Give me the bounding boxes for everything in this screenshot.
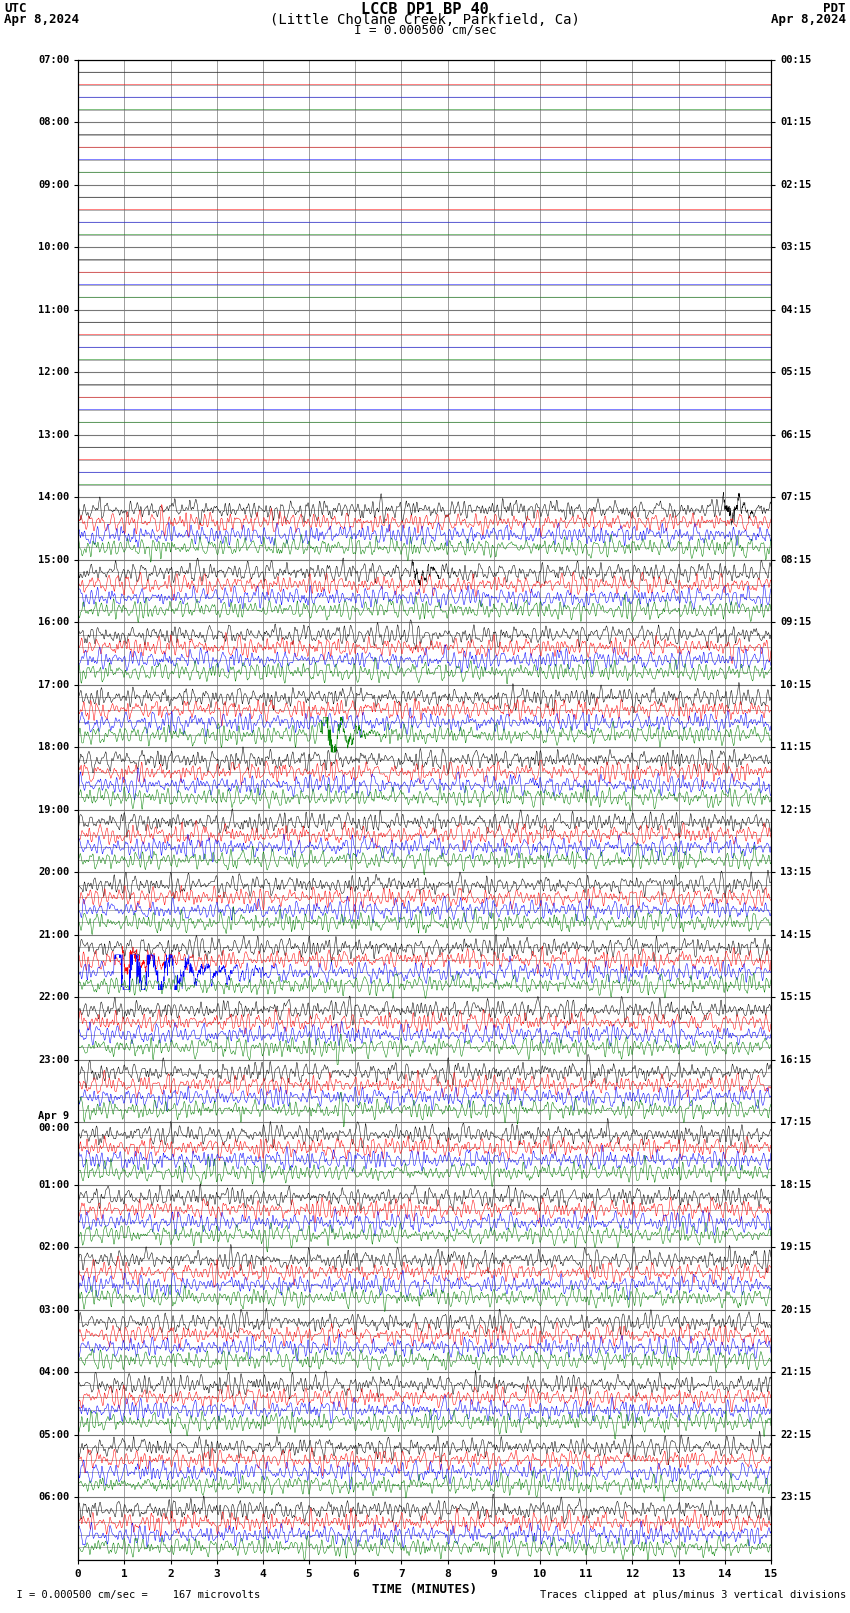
Text: LCCB DP1 BP 40: LCCB DP1 BP 40 <box>361 3 489 18</box>
Text: Traces clipped at plus/minus 3 vertical divisions: Traces clipped at plus/minus 3 vertical … <box>540 1590 846 1600</box>
Text: PDT: PDT <box>824 3 846 16</box>
Text: UTC: UTC <box>4 3 26 16</box>
Text: (Little Cholane Creek, Parkfield, Ca): (Little Cholane Creek, Parkfield, Ca) <box>270 13 580 27</box>
X-axis label: TIME (MINUTES): TIME (MINUTES) <box>372 1582 477 1595</box>
Text: I = 0.000500 cm/sec =    167 microvolts: I = 0.000500 cm/sec = 167 microvolts <box>4 1590 260 1600</box>
Text: Apr 8,2024: Apr 8,2024 <box>771 13 846 26</box>
Text: I = 0.000500 cm/sec: I = 0.000500 cm/sec <box>354 24 496 37</box>
Text: Apr 8,2024: Apr 8,2024 <box>4 13 79 26</box>
